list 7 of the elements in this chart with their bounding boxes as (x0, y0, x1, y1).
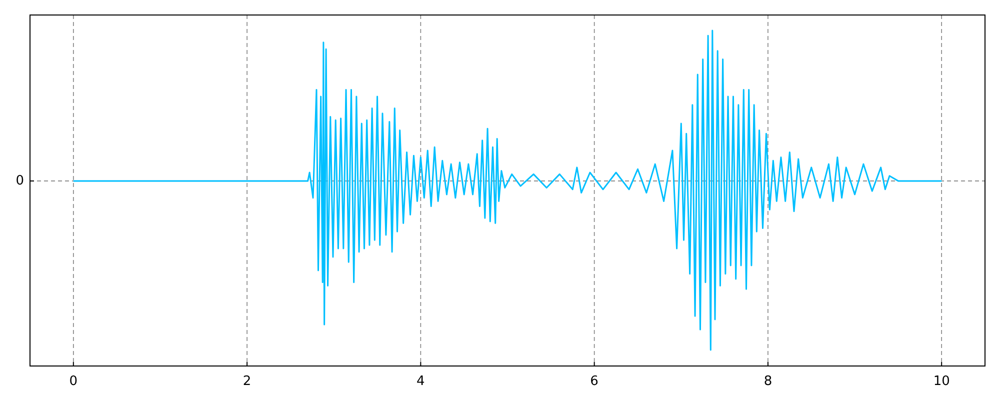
x-tick-label: 6 (590, 374, 598, 389)
ref-line-label: 0 (16, 174, 24, 189)
x-tick-label: 10 (933, 374, 950, 389)
x-tick-label: 4 (416, 374, 425, 389)
x-tick-label: 8 (764, 374, 772, 389)
x-tick-label: 0 (69, 374, 78, 389)
x-tick-label: 2 (242, 374, 252, 389)
